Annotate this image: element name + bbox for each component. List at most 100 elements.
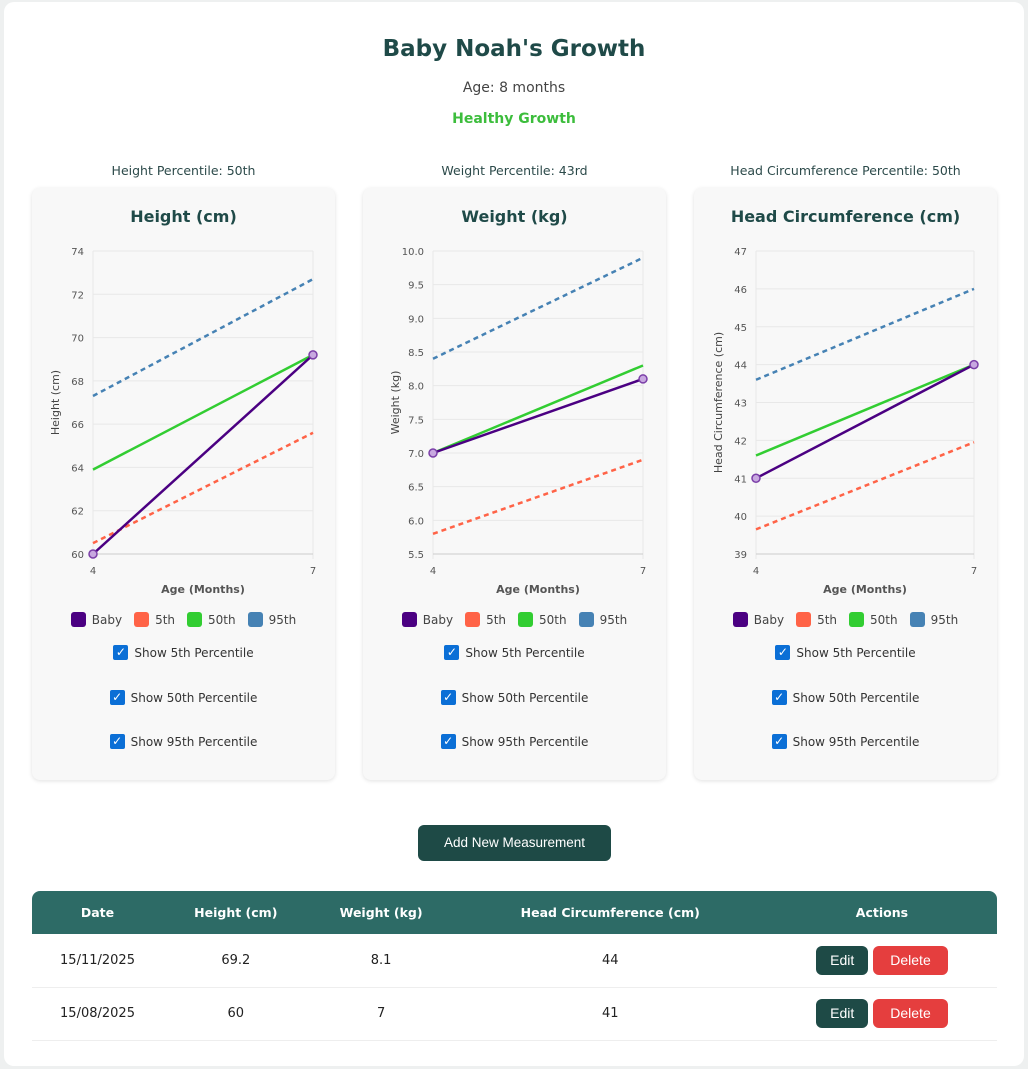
x-axis-label: Age (Months) <box>823 583 907 596</box>
legend-label: 95th <box>930 612 959 627</box>
percentile-toggle[interactable]: ✓ Show 50th Percentile <box>32 690 335 705</box>
legend-swatch <box>134 612 150 627</box>
table-row: 15/11/2025 69.2 8.1 44 Edit Delete <box>32 934 997 988</box>
measurements-table: Date Height (cm) Weight (kg) Head Circum… <box>32 891 997 1041</box>
percentile-label: Weight Percentile: 43rd <box>441 163 588 178</box>
legend-swatch <box>187 612 203 627</box>
legend-swatch <box>247 612 263 627</box>
x-axis-label: Age (Months) <box>496 583 580 596</box>
chart-legend: Baby 5th 50th 95th <box>694 612 997 627</box>
col-weight: Weight (kg) <box>339 905 423 920</box>
checkbox-label: Show 95th Percentile <box>130 734 258 749</box>
legend-swatch <box>70 612 86 627</box>
percentile-toggle[interactable]: ✓ Show 5th Percentile <box>363 645 666 660</box>
y-tick-label: 41 <box>734 474 747 485</box>
percentile-toggle[interactable]: ✓ Show 95th Percentile <box>363 734 666 749</box>
y-tick-label: 45 <box>734 323 747 334</box>
percentile-toggle[interactable]: ✓ Show 50th Percentile <box>694 690 997 705</box>
y-tick-label: 8.0 <box>408 382 424 393</box>
y-tick-label: 46 <box>734 285 747 296</box>
checkbox-checked-icon[interactable]: ✓ <box>771 734 787 749</box>
percentile-toggle[interactable]: ✓ Show 95th Percentile <box>694 734 997 749</box>
legend-item-baby[interactable]: Baby <box>70 612 122 627</box>
percentile-toggle[interactable]: ✓ Show 95th Percentile <box>32 734 335 749</box>
percentile-toggle[interactable]: ✓ Show 5th Percentile <box>694 645 997 660</box>
checkbox-label: Show 95th Percentile <box>461 734 589 749</box>
legend-label: 95th <box>599 612 628 627</box>
legend-swatch <box>732 612 748 627</box>
y-axis-label: Head Circumference (cm) <box>712 332 725 473</box>
legend-item-p50[interactable]: 50th <box>518 612 567 627</box>
legend-item-p5[interactable]: 5th <box>134 612 175 627</box>
legend-label: 5th <box>486 612 507 627</box>
baby-data-point[interactable] <box>638 374 648 384</box>
baby-data-point[interactable] <box>751 473 761 483</box>
checkbox-checked-icon[interactable]: ✓ <box>109 734 125 749</box>
legend-label: 50th <box>870 612 898 627</box>
legend-item-p5[interactable]: 5th <box>796 612 837 627</box>
chart-card: Height (cm) 60 62 64 66 68 70 72 74 4 7 Age (Months… <box>32 188 335 780</box>
chart-title: Height (cm) <box>130 207 237 226</box>
baby-data-point[interactable] <box>88 549 98 559</box>
x-tick-label: 7 <box>640 566 646 577</box>
legend-swatch <box>578 612 594 627</box>
chart-legend: Baby 5th 50th 95th <box>32 612 335 627</box>
checkbox-checked-icon[interactable]: ✓ <box>440 734 456 749</box>
baby-data-point[interactable] <box>308 350 318 360</box>
add-measurement-button[interactable]: Add New Measurement <box>418 825 611 861</box>
cell-weight: 7 <box>308 987 454 1041</box>
series-line-p5 <box>92 431 314 545</box>
percentile-toggle[interactable]: ✓ Show 50th Percentile <box>363 690 666 705</box>
y-axis-label: Weight (kg) <box>389 371 402 435</box>
y-tick-label: 6.5 <box>408 483 424 494</box>
cell-actions: Edit Delete <box>766 934 997 988</box>
checkbox-checked-icon[interactable]: ✓ <box>771 690 787 705</box>
edit-button[interactable]: Edit <box>816 945 869 975</box>
percentile-label: Head Circumference Percentile: 50th <box>730 163 961 178</box>
legend-item-baby[interactable]: Baby <box>732 612 785 627</box>
cell-date: 15/08/2025 <box>32 987 164 1041</box>
series-line-p95 <box>92 278 314 398</box>
checkbox-checked-icon[interactable]: ✓ <box>444 645 460 660</box>
checkbox-label: Show 5th Percentile <box>465 645 585 660</box>
legend-item-baby[interactable]: Baby <box>401 612 453 627</box>
checkbox-label: Show 50th Percentile <box>792 690 920 705</box>
checkbox-checked-icon[interactable]: ✓ <box>113 645 129 660</box>
col-actions: Actions <box>855 905 909 920</box>
legend-item-p50[interactable]: 50th <box>849 612 898 627</box>
chart-legend: Baby 5th 50th 95th <box>363 612 666 627</box>
baby-data-point[interactable] <box>428 448 438 458</box>
legend-label: 5th <box>155 612 176 627</box>
cell-head: 41 <box>453 987 767 1041</box>
checkbox-checked-icon[interactable]: ✓ <box>109 690 125 705</box>
legend-item-p5[interactable]: 5th <box>465 612 506 627</box>
percentile-toggle[interactable]: ✓ Show 5th Percentile <box>32 645 335 660</box>
y-tick-label: 7.5 <box>408 415 424 426</box>
delete-button[interactable]: Delete <box>873 945 948 975</box>
percentile-label: Height Percentile: 50th <box>111 163 256 178</box>
cell-height: 69.2 <box>163 934 309 988</box>
checkbox-label: Show 50th Percentile <box>461 690 589 705</box>
checkbox-label: Show 50th Percentile <box>130 690 258 705</box>
legend-item-p50[interactable]: 50th <box>187 612 236 627</box>
series-line-p95 <box>755 287 975 381</box>
y-tick-label: 6.0 <box>408 516 424 527</box>
legend-item-p95[interactable]: 95th <box>578 612 628 627</box>
edit-button[interactable]: Edit <box>816 999 869 1028</box>
checkbox-checked-icon[interactable]: ✓ <box>440 690 456 705</box>
chart-card: Head Circumference (cm) 39 40 41 42 43 44 45 46 4… <box>694 188 997 780</box>
baby-age: Age: 8 months <box>462 80 566 96</box>
y-tick-label: 40 <box>734 512 747 523</box>
y-tick-label: 60 <box>71 550 84 561</box>
checkbox-checked-icon[interactable]: ✓ <box>775 645 791 660</box>
legend-label: Baby <box>753 612 785 627</box>
legend-item-p95[interactable]: 95th <box>247 612 297 627</box>
baby-data-point[interactable] <box>969 359 979 370</box>
series-line-p5 <box>432 458 644 535</box>
cell-weight: 8.1 <box>308 934 454 988</box>
delete-button[interactable]: Delete <box>873 999 948 1028</box>
chart-card: Weight (kg) 5.5 6.0 6.5 7.0 7.5 8.0 8.5 9.0 9.5 10… <box>363 188 666 780</box>
legend-label: 95th <box>268 612 297 627</box>
legend-item-p95[interactable]: 95th <box>909 612 959 627</box>
y-tick-label: 64 <box>71 463 84 474</box>
